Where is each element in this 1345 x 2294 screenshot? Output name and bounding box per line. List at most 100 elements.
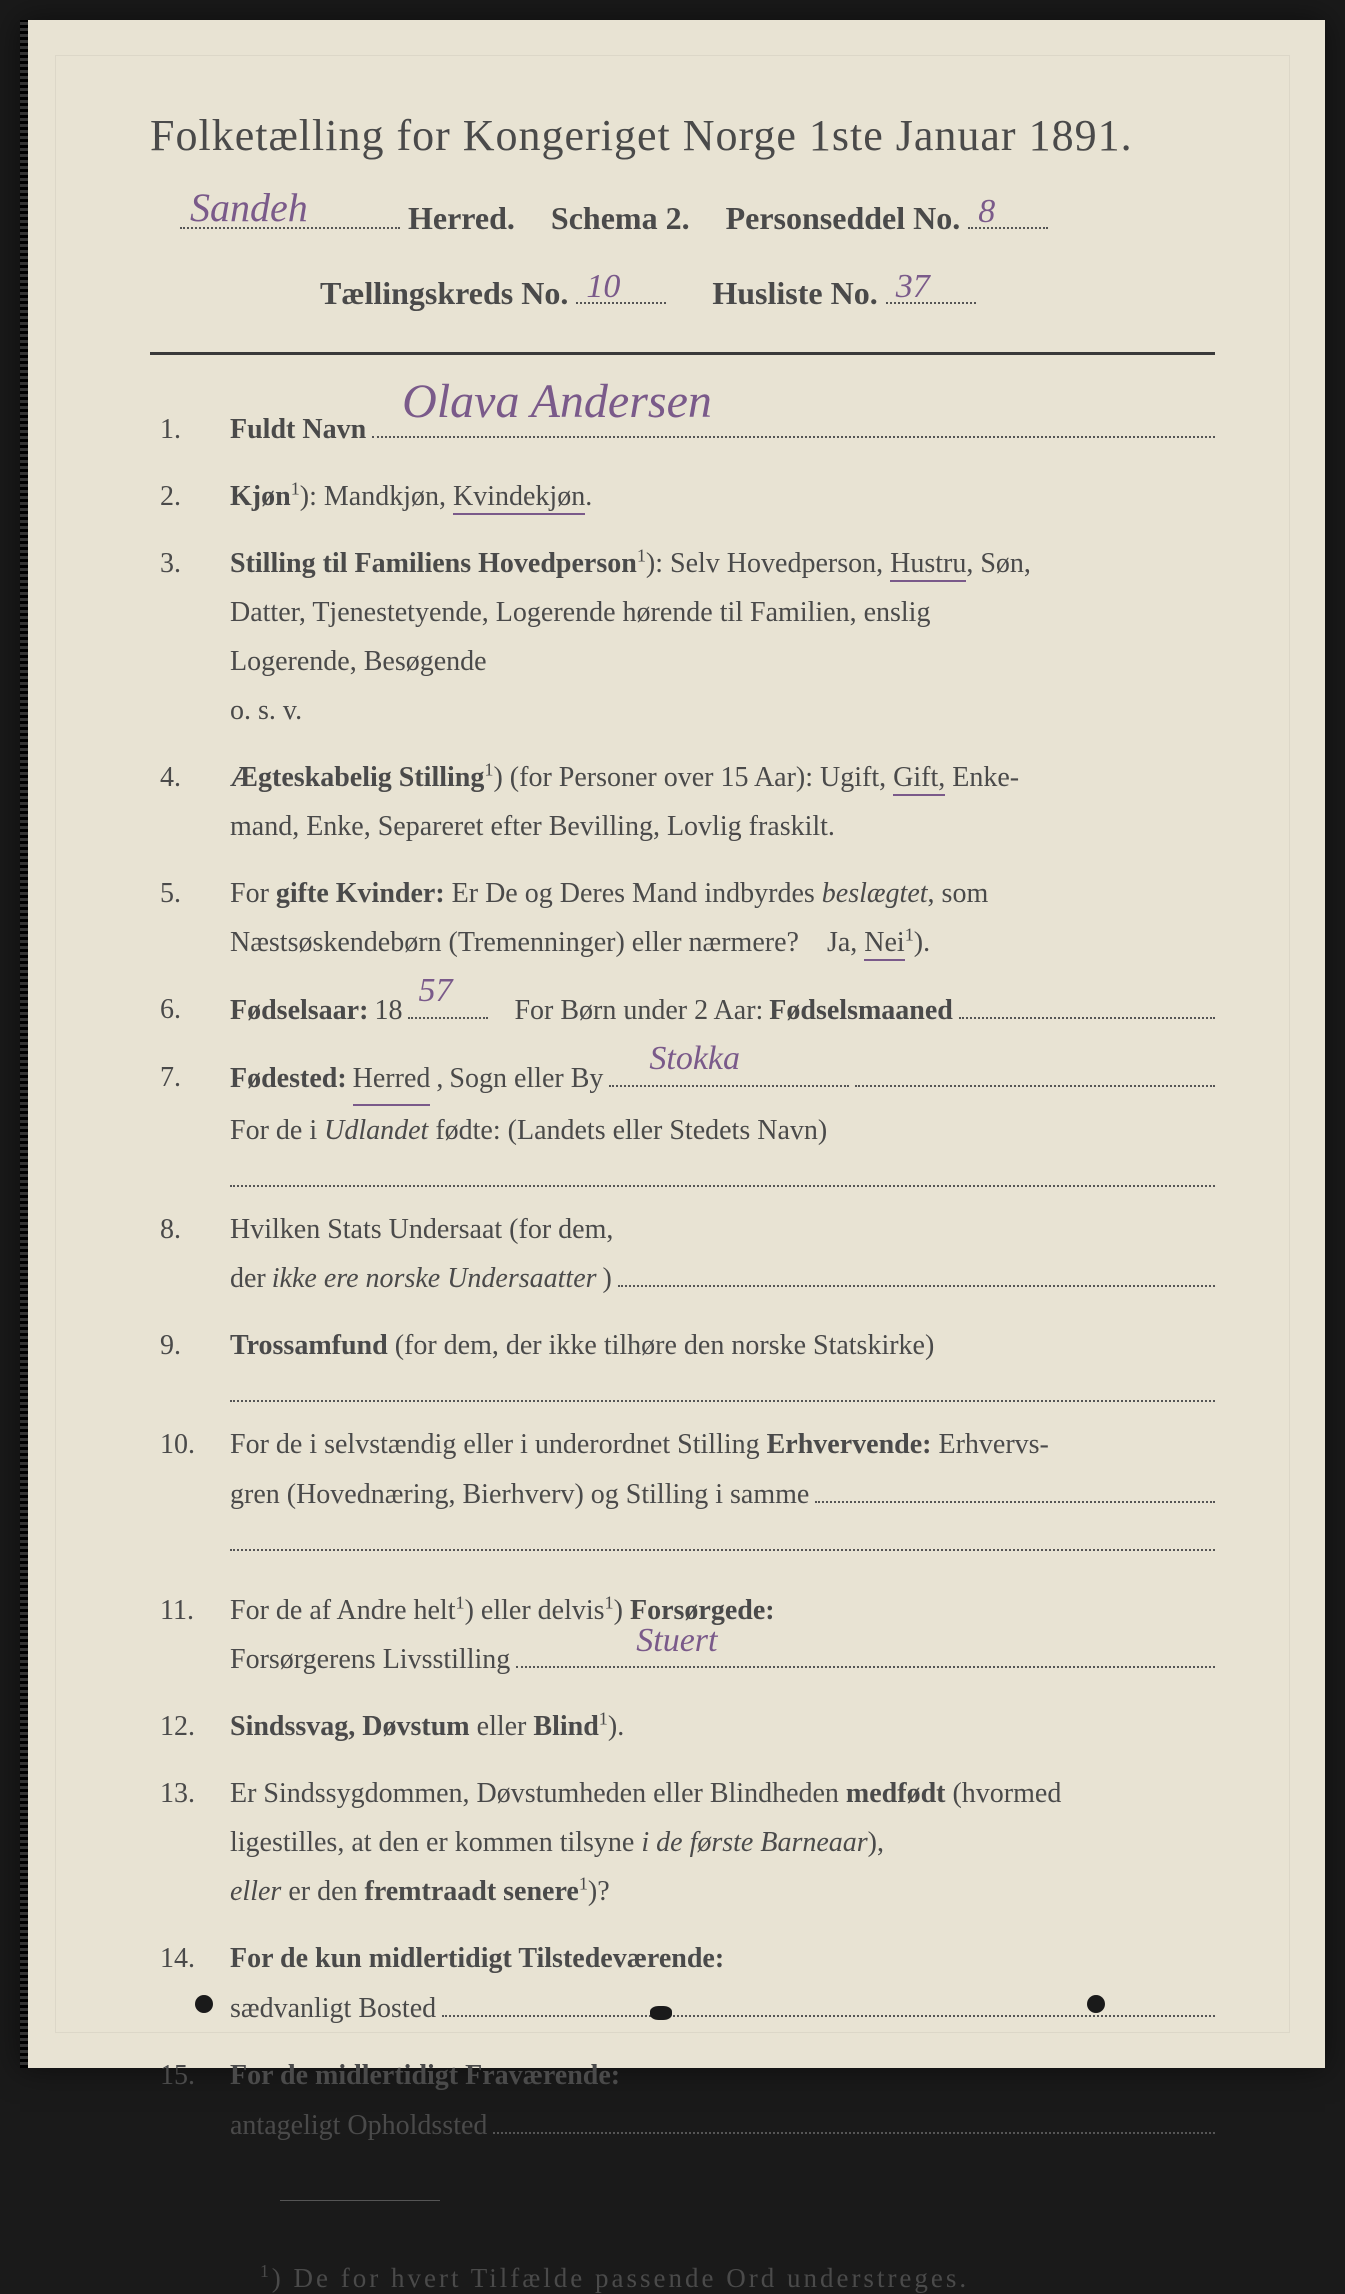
q2-kvindekjon-selected: Kvindekjøn [453,481,585,515]
q15: For de midlertidigt Fraværende: antageli… [230,2051,1215,2150]
q8-der: der [230,1254,266,1303]
q3-label: Stilling til Familiens Hovedperson [230,548,637,579]
schema-label: Schema 2. [551,200,690,237]
herred-label: Herred. [408,200,515,237]
q4-gift-selected: Gift, [893,762,945,796]
q7-place-value: Stokka [649,1029,740,1089]
q10-line2: gren (Hovednæring, Bierhverv) og Stillin… [230,1470,809,1519]
q13-line1a: Er Sindssygdommen, Døvstumheden eller Bl… [230,1778,839,1809]
q7-label: Fødested: [230,1054,347,1103]
punch-hole-icon [1087,1995,1105,2013]
personseddel-no: 8 [978,193,995,231]
q4-enke: Enke- [952,762,1019,793]
q3-hustru-selected: Hustru [890,548,966,582]
q3-line2: Datter, Tjenestetyende, Logerende hørend… [230,597,930,628]
q12-label: Sindssvag, Døvstum [230,1711,470,1742]
q13-medfodt: medfødt [846,1778,946,1809]
header-line-2: Sandeh Herred. Schema 2. Personseddel No… [150,191,1215,237]
q15-line1: For de midlertidigt Fraværende: [230,2060,620,2091]
q7-udlandet: Udlandet [324,1115,428,1146]
q12-eller: eller [477,1711,527,1742]
q2-label: Kjøn [230,481,291,512]
q10-erhvervende: Erhvervende: [767,1429,932,1460]
kreds-no: 10 [586,268,620,306]
q7-text: Sogn eller By [449,1054,603,1103]
q5-kvinder: Kvinder: [336,878,445,909]
q3-line3: Logerende, Besøgende [230,646,487,677]
punch-hole-icon [650,2006,672,2020]
q13-barneaar: i de første Barneaar [641,1827,867,1858]
footnote-rule [280,2200,440,2201]
footnote: 1) De for hvert Tilfælde passende Ord un… [150,2261,1215,2294]
q14-line1: For de kun midlertidigt Tilstedeværende: [230,1943,724,1974]
question-list: Fuldt Navn Olava Andersen Kjøn1): Mandkj… [150,405,1215,2150]
q7-line2a: For de i [230,1115,317,1146]
q13-line2a: ligestilles, at den er kommen tilsyne [230,1827,634,1858]
q5-som: som [942,878,989,909]
q9: Trossamfund (for dem, der ikke tilhøre d… [230,1321,1215,1402]
q4-label: Ægteskabelig Stilling [230,762,484,793]
q7-blank-line [230,1185,1215,1187]
q10: For de i selvstændig eller i underordnet… [230,1420,1215,1551]
form-title: Folketælling for Kongeriget Norge 1ste J… [150,110,1215,161]
kreds-label: Tællingskreds No. [320,275,568,312]
q1-name-value: Olava Andersen [402,360,712,444]
q6-label: Fødselsaar: [230,986,368,1035]
q7: Fødested: Herred, Sogn eller By Stokka F… [230,1053,1215,1187]
q3-son: Søn, [980,548,1031,579]
q10-blank-line [230,1549,1215,1551]
q4-ugift: Ugift, [820,762,886,793]
q8-line1: Hvilken Stats Undersaat (for dem, [230,1214,613,1245]
q6-text2: For Børn under 2 Aar: [514,986,763,1035]
q11-line2: Forsørgerens Livsstilling [230,1635,510,1684]
q9-text: (for dem, der ikke tilhøre den norske St… [395,1330,935,1361]
q14-line2: sædvanligt Bosted [230,1984,436,2033]
q13-line1c: (hvormed [952,1778,1061,1809]
q3-line4: o. s. v. [230,695,302,726]
q6: Fødselsaar: 1857 For Børn under 2 Aar: F… [230,985,1215,1035]
q4: Ægteskabelig Stilling1) (for Personer ov… [230,753,1215,851]
q13-erden: er den [288,1876,357,1907]
q1-label: Fuldt Navn [230,405,366,454]
footnote-text: De for hvert Tilfælde passende Ord under… [294,2263,970,2293]
personseddel-label: Personseddel No. [726,200,961,237]
census-form-page: Folketælling for Kongeriget Norge 1ste J… [20,20,1325,2068]
q13-eller: eller [230,1876,281,1907]
q12: Sindssvag, Døvstum eller Blind1). [230,1702,1215,1751]
q4-paren: (for Personer over 15 Aar): [510,762,813,793]
q9-label: Trossamfund [230,1330,388,1361]
q2-mandkjon: Mandkjøn, [324,481,446,512]
header-line-3: Tællingskreds No. 10 Husliste No. 37 [150,265,1215,311]
q5-text1: Er De og Deres Mand indbyrdes [452,878,815,909]
q1: Fuldt Navn Olava Andersen [230,405,1215,455]
husliste-no: 37 [896,268,930,306]
q8: Hvilken Stats Undersaat (for dem, der ik… [230,1205,1215,1304]
q7-line2c: fødte: (Landets eller Stedets Navn) [435,1115,827,1146]
q14: For de kun midlertidigt Tilstedeværende:… [230,1934,1215,2033]
q10-line1a: For de i selvstændig eller i underordnet… [230,1429,760,1460]
q4-line2: mand, Enke, Separeret efter Bevilling, L… [230,811,835,842]
q6-label2: Fødselsmaaned [769,986,953,1035]
q11-value: Stuert [636,1611,717,1671]
q8-ikke: ikke ere norske Undersaatter [272,1254,597,1303]
q5-line2: Næstsøskendebørn (Tremenninger) eller næ… [230,927,799,958]
punch-hole-icon [195,1995,213,2013]
q5: For gifte Kvinder: Er De og Deres Mand i… [230,869,1215,967]
husliste-label: Husliste No. [712,275,877,312]
q11-line1a: For de af Andre helt [230,1595,456,1626]
q2: Kjøn1): Mandkjøn, Kvindekjøn. [230,472,1215,521]
q12-blind: Blind [533,1711,598,1742]
q15-line2: antageligt Opholdssted [230,2101,487,2150]
q5-nei-selected: Nei [864,927,904,961]
herred-handwritten: Sandeh [190,184,308,231]
q7-herred-selected: Herred [353,1054,431,1106]
q13: Er Sindssygdommen, Døvstumheden eller Bl… [230,1769,1215,1916]
q6-prefix: 18 [374,986,402,1035]
q6-year: 57 [418,961,452,1021]
q3-selv: Selv Hovedperson, [670,548,883,579]
q11-line1b: eller delvis [481,1595,605,1626]
q10-line1c: Erhvervs- [938,1429,1048,1460]
q5-beslaegtet: beslægtet [822,878,928,909]
q11: For de af Andre helt1) eller delvis1) Fo… [230,1586,1215,1685]
q5-gifte: gifte [276,878,329,909]
